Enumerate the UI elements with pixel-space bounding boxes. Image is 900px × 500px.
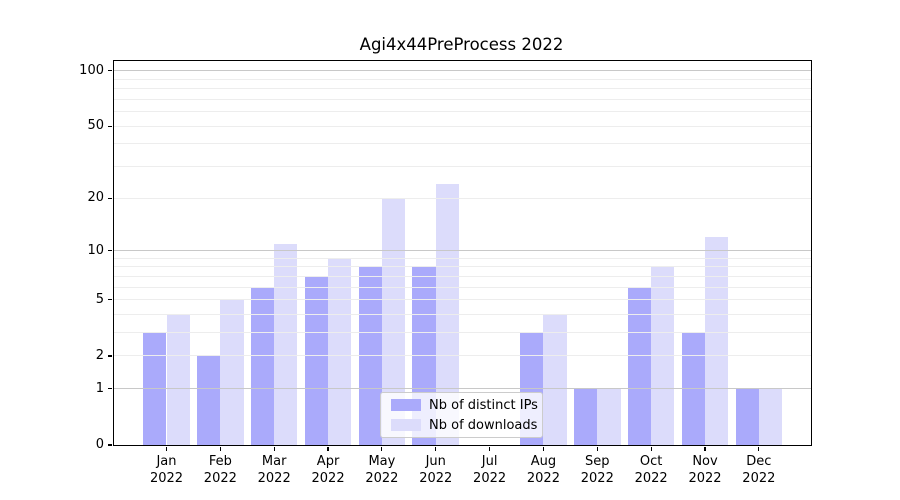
y-label-10: 10 <box>87 242 104 258</box>
y-label-2: 2 <box>95 347 104 363</box>
gridline-minor-2 <box>114 355 811 357</box>
chart-title: Agi4x44PreProcess 2022 <box>359 35 564 54</box>
gridline-minor-8 <box>114 266 811 268</box>
y-tick-1 <box>107 388 113 390</box>
gridline-minor-80 <box>114 88 811 90</box>
gridline-minor-20 <box>114 197 811 199</box>
x-tick-feb <box>219 446 221 452</box>
legend-label-distinct-ips: Nb of distinct IPs <box>429 397 538 413</box>
legend: Nb of distinct IPs Nb of downloads <box>380 392 543 438</box>
bar-distinct-ips-dec <box>735 388 759 445</box>
y-tick-0 <box>107 444 113 446</box>
x-label-jul: Jul 2022 <box>473 454 507 486</box>
x-tick-apr <box>327 446 329 452</box>
gridline-minor-90 <box>114 78 811 80</box>
x-tick-dec <box>758 446 760 452</box>
gridline-minor-4 <box>114 314 811 315</box>
bar-downloads-apr <box>328 258 352 445</box>
bar-downloads-jan <box>166 314 190 445</box>
y-label-0: 0 <box>95 437 104 452</box>
x-tick-may <box>381 446 383 452</box>
gridline-minor-3 <box>114 332 811 334</box>
legend-label-downloads: Nb of downloads <box>429 417 538 433</box>
bar-downloads-sep <box>597 388 621 445</box>
gridline-minor-5 <box>114 299 811 301</box>
y-label-5: 5 <box>95 291 104 307</box>
x-label-oct: Oct 2022 <box>634 454 668 486</box>
x-label-aug: Aug 2022 <box>526 454 560 486</box>
y-tick-20 <box>107 197 113 199</box>
bar-downloads-mar <box>274 243 298 445</box>
x-tick-sep <box>596 446 598 452</box>
gridline-minor-7 <box>114 275 811 277</box>
bar-distinct-ips-feb <box>197 355 221 445</box>
y-tick-50 <box>107 125 113 127</box>
x-tick-nov <box>704 446 706 452</box>
x-tick-jun <box>435 446 437 452</box>
y-tick-5 <box>107 299 113 301</box>
bar-distinct-ips-sep <box>574 388 598 445</box>
y-tick-2 <box>107 355 113 357</box>
bar-distinct-ips-oct <box>627 287 652 445</box>
bar-downloads-feb <box>220 299 244 445</box>
gridline-minor-70 <box>114 98 811 100</box>
x-label-jan: Jan 2022 <box>149 454 184 486</box>
y-tick-100 <box>107 70 113 72</box>
gridline-minor-40 <box>114 143 811 145</box>
legend-row-downloads: Nb of downloads <box>391 418 542 433</box>
x-label-mar: Mar 2022 <box>257 454 291 486</box>
x-label-feb: Feb 2022 <box>203 454 237 486</box>
x-label-dec: Dec 2022 <box>742 454 776 486</box>
x-label-nov: Nov 2022 <box>688 454 722 486</box>
legend-row-distinct-ips: Nb of distinct IPs <box>391 398 542 413</box>
gridline-minor-60 <box>114 111 811 113</box>
bar-distinct-ips-apr <box>304 276 329 445</box>
bar-distinct-ips-mar <box>250 287 275 445</box>
x-label-sep: Sep 2022 <box>580 454 614 486</box>
bar-downloads-may <box>381 198 406 445</box>
y-label-50: 50 <box>87 118 104 134</box>
plot-area: Jan 2022 Feb 2022 Mar 2022 Apr 2022 May 2022 Jun 20… <box>79 60 812 486</box>
legend-swatch-distinct-ips <box>391 399 421 411</box>
x-tick-jul <box>489 446 491 452</box>
y-label-20: 20 <box>87 190 104 206</box>
y-label-100: 100 <box>79 62 104 78</box>
gridline-minor-6 <box>114 286 811 288</box>
bar-downloads-aug <box>543 314 567 445</box>
x-label-jun: Jun 2022 <box>419 454 453 486</box>
gridline-major-10 <box>114 250 811 252</box>
gridline-minor-9 <box>114 257 811 259</box>
bar-downloads-dec <box>758 388 783 445</box>
gridline-minor-50 <box>114 125 811 127</box>
x-tick-mar <box>273 446 275 452</box>
bar-downloads-nov <box>705 237 729 445</box>
x-label-apr: Apr 2022 <box>311 454 345 486</box>
gridline-minor-30 <box>114 166 811 168</box>
x-tick-oct <box>650 446 652 452</box>
x-tick-aug <box>542 446 545 452</box>
y-tick-10 <box>107 249 113 252</box>
x-label-may: May 2022 <box>365 454 399 486</box>
legend-swatch-downloads <box>391 419 421 431</box>
gridline-major-100 <box>114 70 811 72</box>
y-label-1: 1 <box>95 380 104 396</box>
x-tick-jan <box>165 446 168 452</box>
gridline-major-1 <box>114 388 811 390</box>
